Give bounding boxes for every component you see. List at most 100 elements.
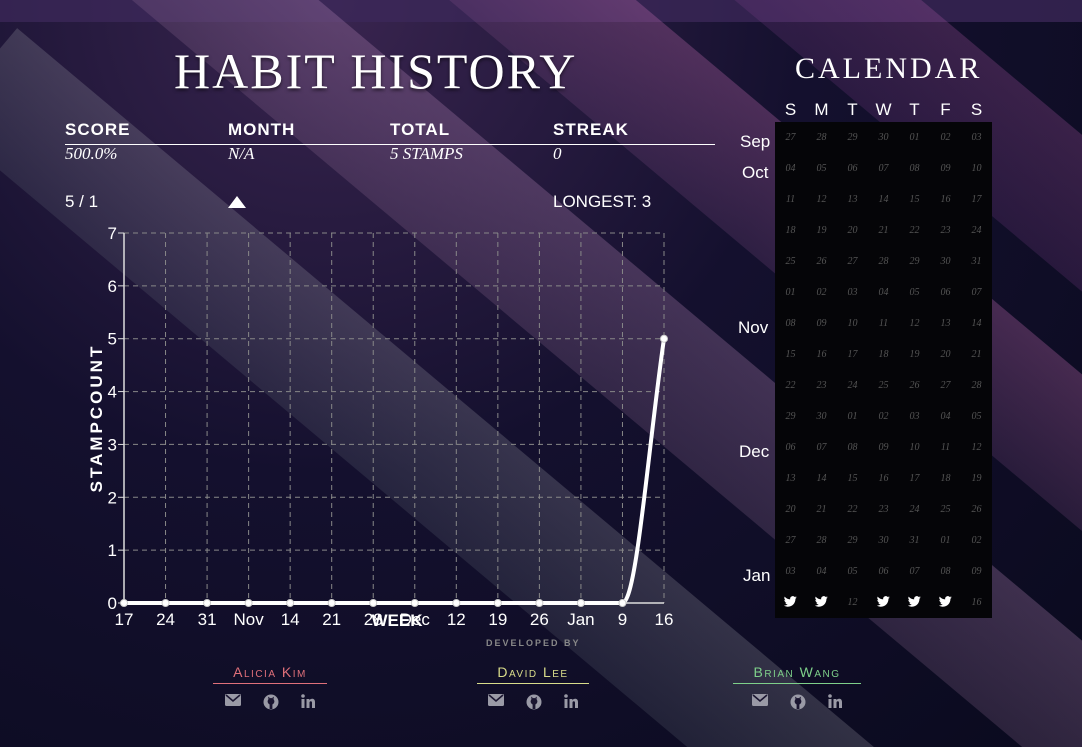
calendar-day[interactable]: 16 xyxy=(878,473,889,484)
calendar-day[interactable]: 05 xyxy=(816,163,827,174)
envelope-icon[interactable] xyxy=(225,694,241,710)
calendar-day[interactable]: 03 xyxy=(909,411,920,422)
calendar-day[interactable]: 07 xyxy=(816,442,827,453)
calendar-day[interactable]: 31 xyxy=(909,535,920,546)
github-icon[interactable] xyxy=(790,694,806,710)
calendar-day[interactable]: 25 xyxy=(940,504,951,515)
calendar-day[interactable]: 21 xyxy=(816,504,827,515)
calendar-day[interactable]: 21 xyxy=(971,349,982,360)
calendar-day[interactable]: 24 xyxy=(847,380,858,391)
calendar-day[interactable]: 06 xyxy=(878,566,889,577)
calendar-day[interactable]: 18 xyxy=(785,225,796,236)
calendar-day[interactable]: 27 xyxy=(785,535,796,546)
calendar-day[interactable]: 07 xyxy=(878,163,889,174)
calendar-day[interactable]: 31 xyxy=(971,256,982,267)
calendar-day[interactable]: 10 xyxy=(971,163,982,174)
calendar-day[interactable]: 03 xyxy=(785,566,796,577)
calendar-day[interactable]: 25 xyxy=(785,256,796,267)
calendar-day[interactable]: 08 xyxy=(785,318,796,329)
calendar-day[interactable]: 27 xyxy=(940,380,951,391)
calendar-day[interactable]: 28 xyxy=(971,380,982,391)
calendar-day[interactable]: 24 xyxy=(909,504,920,515)
calendar-day[interactable]: 01 xyxy=(940,535,951,546)
calendar-day[interactable]: 04 xyxy=(940,411,951,422)
calendar-day[interactable]: 25 xyxy=(878,380,889,391)
calendar-day[interactable]: 19 xyxy=(971,473,982,484)
calendar-day[interactable]: 13 xyxy=(940,318,951,329)
calendar-day[interactable]: 12 xyxy=(909,318,920,329)
calendar-day[interactable]: 02 xyxy=(816,287,827,298)
calendar-day[interactable]: 14 xyxy=(971,318,982,329)
calendar-day[interactable]: 08 xyxy=(847,442,858,453)
calendar-day[interactable]: 22 xyxy=(785,380,796,391)
calendar-day[interactable]: 22 xyxy=(847,504,858,515)
github-icon[interactable] xyxy=(263,694,279,710)
calendar-day[interactable]: 02 xyxy=(878,411,889,422)
calendar-day[interactable]: 17 xyxy=(847,349,858,360)
calendar-day[interactable]: 06 xyxy=(847,163,858,174)
calendar-day[interactable]: 03 xyxy=(971,132,982,143)
calendar-day[interactable]: 21 xyxy=(878,225,889,236)
calendar-day[interactable]: 17 xyxy=(909,473,920,484)
calendar-day[interactable]: 28 xyxy=(816,132,827,143)
calendar-day[interactable]: 26 xyxy=(909,380,920,391)
calendar-day[interactable]: 07 xyxy=(971,287,982,298)
calendar-day[interactable]: 01 xyxy=(847,411,858,422)
calendar-day[interactable]: 20 xyxy=(847,225,858,236)
calendar-day[interactable]: 12 xyxy=(971,442,982,453)
calendar-day[interactable]: 16 xyxy=(940,194,951,205)
calendar-day[interactable]: 02 xyxy=(940,132,951,143)
calendar-day[interactable]: 24 xyxy=(971,225,982,236)
calendar-day[interactable]: 11 xyxy=(878,318,889,329)
calendar-day[interactable]: 04 xyxy=(785,163,796,174)
calendar-day[interactable]: 12 xyxy=(816,194,827,205)
calendar-day[interactable]: 10 xyxy=(847,318,858,329)
calendar-day-stamped[interactable] xyxy=(930,587,961,618)
calendar-day[interactable]: 11 xyxy=(940,442,951,453)
calendar-day[interactable]: 23 xyxy=(940,225,951,236)
calendar-day[interactable]: 06 xyxy=(785,442,796,453)
calendar-day[interactable]: 01 xyxy=(909,132,920,143)
calendar-day[interactable]: 27 xyxy=(847,256,858,267)
calendar-day[interactable]: 08 xyxy=(940,566,951,577)
calendar-day[interactable]: 13 xyxy=(847,194,858,205)
calendar-day[interactable]: 15 xyxy=(847,473,858,484)
envelope-icon[interactable] xyxy=(752,694,768,710)
calendar-day[interactable]: 04 xyxy=(878,287,889,298)
calendar-day[interactable]: 20 xyxy=(785,504,796,515)
calendar-day[interactable]: 05 xyxy=(909,287,920,298)
github-icon[interactable] xyxy=(526,694,542,710)
calendar-day[interactable]: 12 xyxy=(847,597,858,608)
calendar-day[interactable]: 18 xyxy=(878,349,889,360)
calendar-day[interactable]: 15 xyxy=(785,349,796,360)
calendar-day[interactable]: 05 xyxy=(847,566,858,577)
calendar-day[interactable]: 26 xyxy=(971,504,982,515)
calendar-day[interactable]: 09 xyxy=(878,442,889,453)
calendar-day[interactable]: 26 xyxy=(816,256,827,267)
calendar-day[interactable]: 29 xyxy=(847,535,858,546)
calendar-day-stamped[interactable] xyxy=(899,587,930,618)
calendar-day[interactable]: 28 xyxy=(878,256,889,267)
calendar-day[interactable]: 13 xyxy=(785,473,796,484)
calendar-day[interactable]: 09 xyxy=(971,566,982,577)
envelope-icon[interactable] xyxy=(488,694,504,710)
calendar-day[interactable]: 10 xyxy=(909,442,920,453)
calendar-day[interactable]: 15 xyxy=(909,194,920,205)
calendar-day[interactable]: 11 xyxy=(785,194,796,205)
calendar-day[interactable]: 09 xyxy=(816,318,827,329)
calendar-day-stamped[interactable] xyxy=(775,587,806,618)
calendar-day[interactable]: 17 xyxy=(971,194,982,205)
calendar-day[interactable]: 16 xyxy=(816,349,827,360)
linkedin-icon[interactable] xyxy=(301,694,315,710)
calendar-day-stamped[interactable] xyxy=(806,587,837,618)
triangle-up-icon[interactable] xyxy=(228,196,246,208)
calendar-day[interactable]: 28 xyxy=(816,535,827,546)
linkedin-icon[interactable] xyxy=(828,694,842,710)
calendar-day[interactable]: 23 xyxy=(878,504,889,515)
calendar-day[interactable]: 02 xyxy=(971,535,982,546)
calendar-day[interactable]: 06 xyxy=(940,287,951,298)
calendar-day[interactable]: 03 xyxy=(847,287,858,298)
calendar-day[interactable]: 29 xyxy=(909,256,920,267)
calendar-day[interactable]: 16 xyxy=(971,597,982,608)
calendar-day[interactable]: 23 xyxy=(816,380,827,391)
